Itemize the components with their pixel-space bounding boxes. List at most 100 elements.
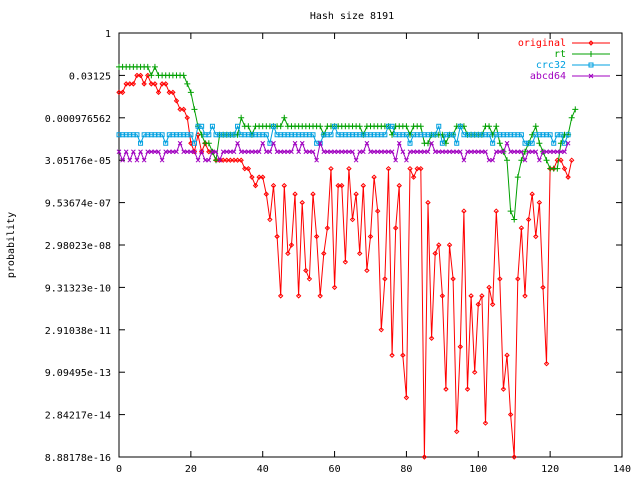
legend-marker: [588, 51, 594, 57]
data-point: [515, 276, 521, 282]
x-tick-label: 40: [257, 464, 269, 475]
data-point: [253, 149, 258, 155]
data-point: [295, 293, 302, 299]
y-tick-label: 0.000976562: [45, 114, 111, 125]
data-point: [428, 335, 435, 341]
data-point: [558, 149, 564, 155]
data-point: [490, 140, 496, 146]
data-point: [213, 157, 220, 164]
data-point: [521, 148, 528, 155]
data-point: [489, 301, 496, 308]
data-point: [138, 149, 143, 155]
data-point: [439, 293, 446, 299]
data-point: [180, 72, 187, 79]
data-point: [245, 149, 251, 155]
data-point: [313, 233, 320, 240]
data-point: [519, 149, 524, 155]
data-point: [120, 157, 125, 163]
data-point: [310, 149, 316, 155]
data-point: [306, 276, 313, 282]
data-point: [148, 72, 155, 79]
data-point: [134, 72, 140, 79]
data-point: [346, 165, 352, 172]
data-point: [471, 369, 478, 375]
data-point: [403, 132, 409, 138]
data-point: [411, 149, 416, 155]
data-point: [159, 157, 165, 163]
data-point: [141, 157, 147, 163]
data-point: [278, 149, 284, 155]
data-point: [137, 72, 144, 79]
data-point: [231, 149, 237, 155]
data-point: [202, 157, 208, 163]
series-layer: [116, 63, 579, 460]
data-point: [440, 149, 445, 155]
data-point: [342, 149, 348, 155]
series-crc32: [116, 123, 571, 146]
data-point: [170, 89, 176, 96]
x-tick-label: 120: [541, 464, 559, 475]
data-point: [544, 149, 549, 155]
data-point: [522, 293, 528, 299]
data-point: [518, 225, 525, 231]
data-point: [407, 140, 413, 146]
data-point: [209, 123, 215, 129]
data-point: [299, 140, 305, 146]
data-point: [134, 157, 140, 163]
data-point: [335, 149, 341, 155]
data-point: [532, 123, 539, 130]
data-point: [389, 352, 395, 358]
data-point: [551, 149, 557, 155]
data-point: [152, 81, 158, 87]
data-point: [235, 123, 241, 129]
data-point: [496, 140, 503, 147]
y-tick-label: 9.53674e-07: [45, 199, 111, 210]
data-point: [317, 123, 324, 130]
data-point: [213, 149, 219, 155]
data-point: [425, 199, 431, 206]
data-point: [267, 140, 273, 146]
data-point: [472, 149, 478, 155]
data-point: [367, 233, 374, 240]
data-point: [159, 132, 165, 138]
data-point: [357, 149, 363, 155]
data-point: [407, 149, 413, 155]
data-point: [328, 132, 334, 138]
data-point: [457, 123, 463, 129]
data-point: [292, 140, 298, 146]
data-point: [163, 140, 169, 146]
data-point: [292, 191, 298, 197]
data-point: [554, 149, 560, 155]
data-point: [547, 149, 553, 155]
data-point: [220, 157, 226, 163]
data-point: [404, 157, 409, 163]
data-point: [148, 81, 155, 87]
data-point: [163, 149, 169, 155]
data-point: [249, 149, 255, 155]
data-point: [410, 174, 417, 180]
data-point: [385, 165, 392, 172]
data-point: [465, 149, 470, 155]
data-point: [375, 149, 381, 155]
data-point: [457, 344, 464, 350]
data-point: [127, 157, 133, 163]
data-point: [116, 149, 122, 155]
data-point: [270, 182, 277, 189]
data-point: [493, 208, 499, 214]
data-point: [210, 149, 215, 155]
data-point: [317, 140, 323, 146]
data-point: [238, 114, 245, 121]
legend-marker: [588, 62, 594, 68]
data-point: [256, 149, 262, 155]
data-point: [242, 149, 248, 155]
data-point: [187, 89, 194, 96]
data-point: [454, 428, 460, 435]
data-point: [497, 276, 503, 282]
data-point: [475, 149, 481, 155]
data-point: [339, 182, 345, 189]
y-tick-label: 8.88178e-16: [45, 453, 111, 464]
data-point: [396, 182, 402, 189]
data-point: [238, 149, 244, 155]
data-point: [191, 106, 198, 113]
